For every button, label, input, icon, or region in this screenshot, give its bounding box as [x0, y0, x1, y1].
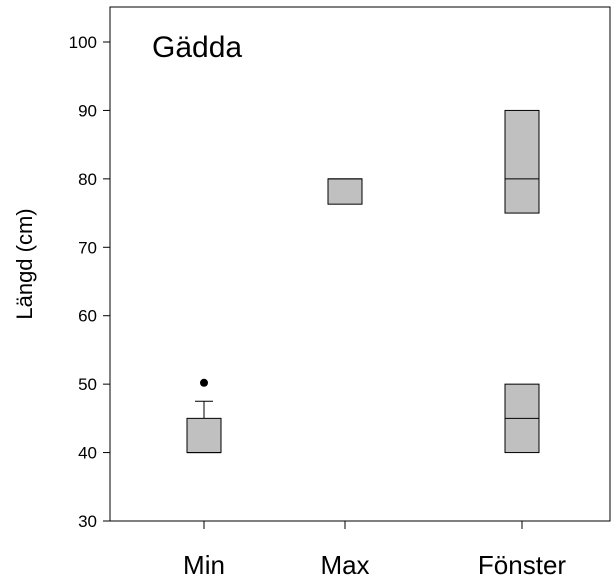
box-max [327, 178, 363, 205]
y-tick-label: 70 [78, 238, 97, 257]
y-tick-label: 60 [78, 307, 97, 326]
chart-title: Gädda [152, 31, 242, 64]
y-tick-label: 80 [78, 170, 97, 189]
x-tick-label: Min [183, 550, 225, 580]
box-fönster [504, 109, 540, 214]
x-axis: Min Max Fönster [183, 521, 566, 580]
x-tick-label: Max [320, 550, 369, 580]
boxes [186, 109, 540, 454]
y-tick-label: 90 [78, 101, 97, 120]
y-axis-title: Längd (cm) [12, 208, 37, 319]
outlier-point [200, 378, 208, 387]
y-axis: 30 40 50 60 70 80 90 100 [69, 33, 110, 531]
y-tick-label: 30 [78, 512, 97, 531]
y-tick-label: 40 [78, 444, 97, 463]
box-min [186, 417, 222, 454]
y-tick-label: 100 [69, 33, 97, 52]
plot-frame [109, 6, 611, 522]
x-tick-label: Fönster [478, 550, 566, 580]
y-tick-label: 50 [78, 375, 97, 394]
